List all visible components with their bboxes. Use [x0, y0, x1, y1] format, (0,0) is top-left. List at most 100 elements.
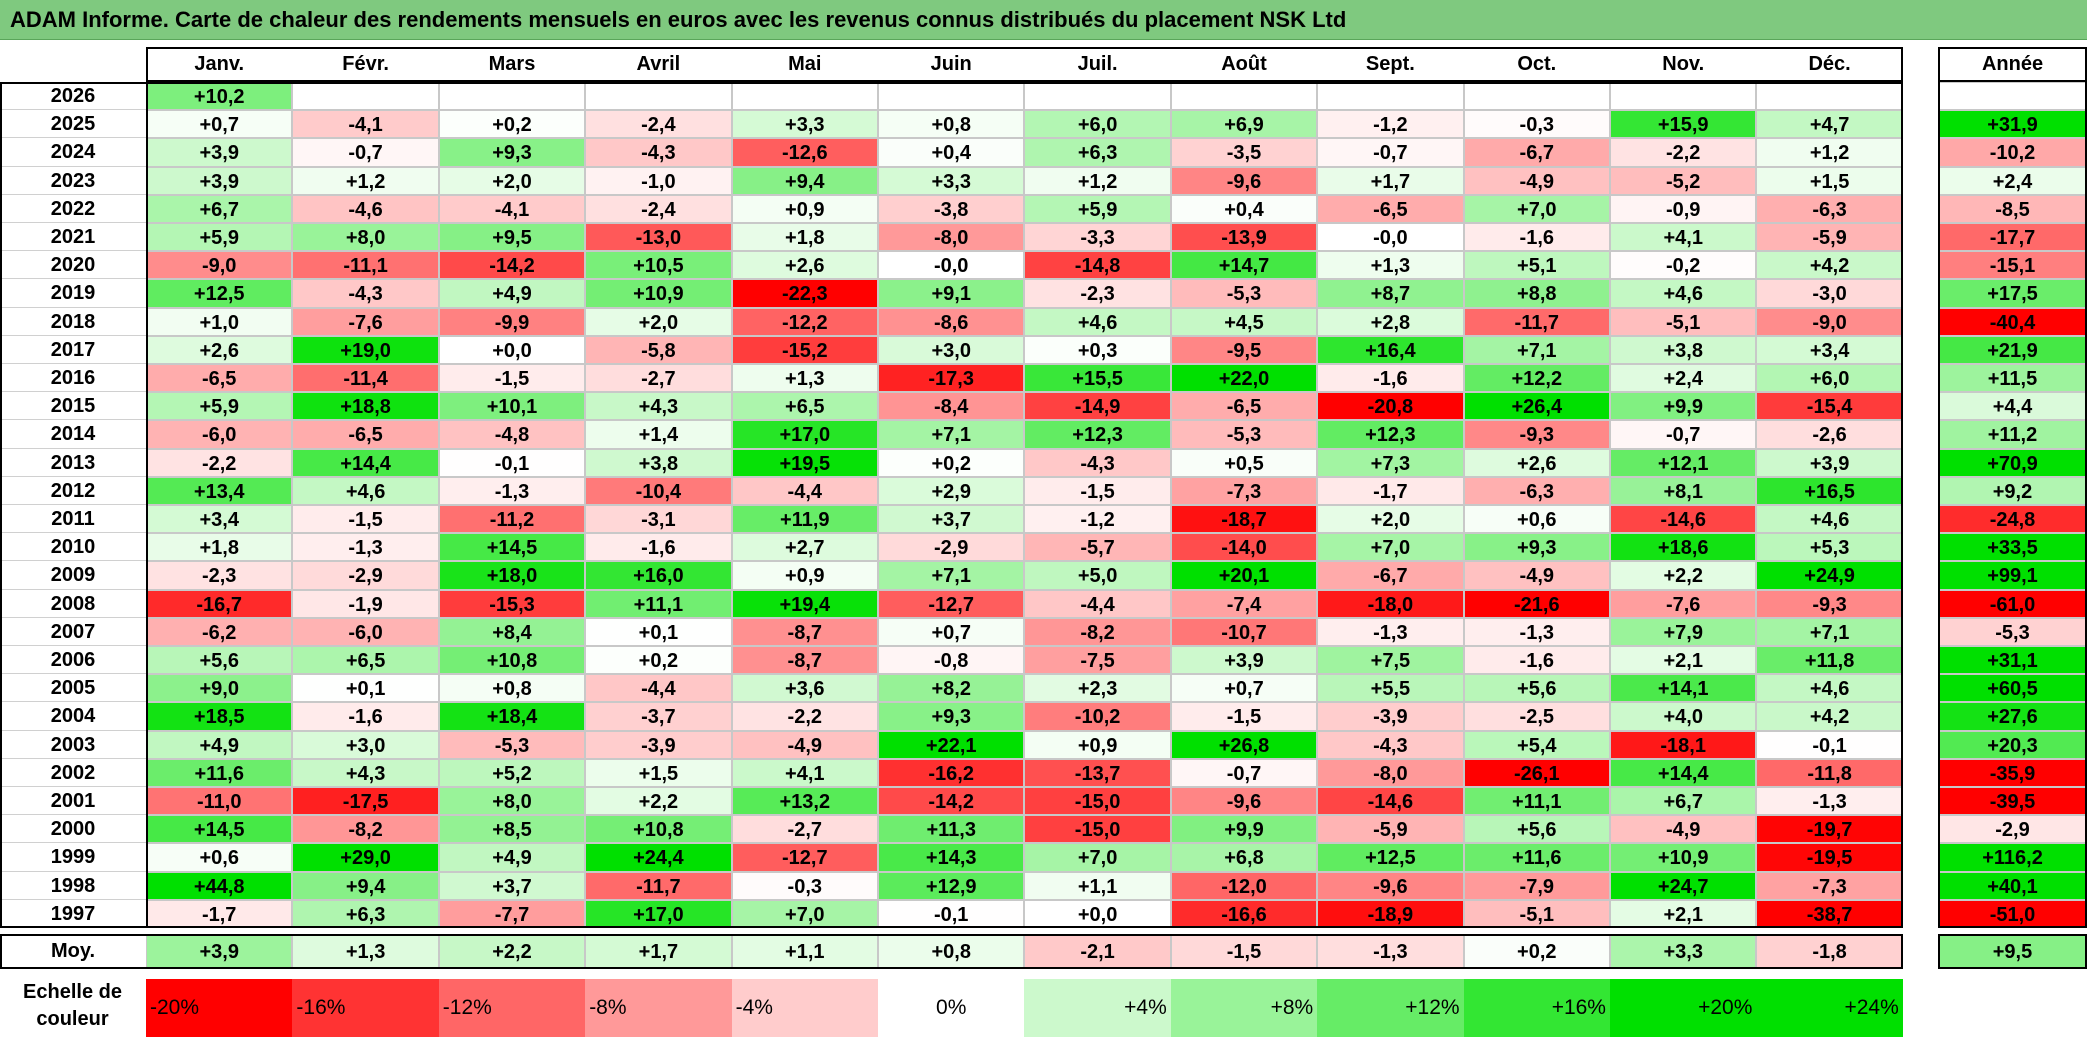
heatmap-cell: +9,9: [1170, 815, 1318, 844]
heatmap-cell: -13,0: [585, 223, 732, 252]
heatmap-cell: +3,7: [878, 505, 1025, 534]
heatmap-cell: +4,2: [1756, 702, 1903, 731]
heatmap-cell: -8,6: [878, 307, 1025, 336]
average-cell: -1,5: [1170, 934, 1318, 969]
heatmap-cell: -2,9: [292, 561, 439, 590]
heatmap-cell: -5,1: [1463, 899, 1610, 928]
heatmap-cell: [438, 82, 586, 111]
heatmap-cell: +2,6: [731, 251, 878, 280]
heatmap-cell: -19,5: [1756, 843, 1903, 872]
color-scale-swatch: +20%: [1610, 979, 1757, 1037]
annual-cell: +11,5: [1938, 364, 2087, 393]
row-year-label: 2001: [0, 787, 146, 816]
heatmap-cell: +8,7: [1317, 279, 1464, 308]
heatmap-cell: +4,3: [585, 392, 732, 421]
heatmap-cell: +0,7: [146, 110, 293, 139]
heatmap-cell: -8,7: [731, 617, 878, 646]
row-year-label: 2025: [0, 110, 146, 139]
heatmap-cell: -6,7: [1463, 138, 1610, 167]
heatmap-cell: +0,1: [292, 674, 439, 703]
heatmap-cell: +0,3: [1024, 335, 1171, 364]
heatmap-cell: +7,5: [1317, 646, 1464, 675]
heatmap-cell: +1,2: [1756, 138, 1903, 167]
heatmap-cell: +3,8: [1610, 335, 1757, 364]
heatmap-cell: +4,3: [292, 758, 439, 787]
heatmap-cell: -4,1: [292, 110, 439, 139]
heatmap-cell: +8,2: [878, 674, 1025, 703]
heatmap-cell: -10,4: [585, 476, 732, 505]
heatmap-cell: +2,4: [1610, 364, 1757, 393]
color-scale-swatch: +24%: [1756, 979, 1903, 1037]
heatmap-cell: -2,4: [585, 194, 732, 223]
heatmap-cell: -2,2: [1610, 138, 1757, 167]
annual-cell: +21,9: [1938, 335, 2087, 364]
heatmap-cell: +9,3: [878, 702, 1025, 731]
heatmap-cell: -1,9: [292, 589, 439, 618]
average-cell: +3,9: [146, 934, 293, 969]
heatmap-cell: -15,2: [731, 335, 878, 364]
row-year-label: 2021: [0, 223, 146, 252]
heatmap-cell: +14,7: [1170, 251, 1318, 280]
heatmap-cell: +10,5: [585, 251, 732, 280]
heatmap-cell: -6,7: [1317, 561, 1464, 590]
annual-cell: +2,4: [1938, 166, 2087, 195]
heatmap-cell: -7,5: [1024, 646, 1171, 675]
heatmap-cell: +5,1: [1463, 251, 1610, 280]
heatmap-cell: -0,7: [1170, 758, 1318, 787]
heatmap-cell: +6,3: [1024, 138, 1171, 167]
heatmap-cell: -1,6: [1463, 646, 1610, 675]
heatmap-cell: -2,5: [1463, 702, 1610, 731]
row-year-label: 2026: [0, 82, 146, 111]
heatmap-cell: +2,2: [585, 787, 732, 816]
heatmap-cell: +3,0: [878, 335, 1025, 364]
heatmap-cell: -1,3: [292, 533, 439, 562]
heatmap-cell: +1,5: [585, 758, 732, 787]
heatmap-cell: +1,1: [1024, 871, 1171, 900]
heatmap-cell: +1,2: [292, 166, 439, 195]
heatmap-cell: -7,9: [1463, 871, 1610, 900]
row-year-label: 2007: [0, 617, 146, 646]
heatmap-cell: +0,4: [1170, 194, 1318, 223]
month-header: Mars: [438, 47, 586, 82]
heatmap-cell: -2,7: [585, 364, 732, 393]
scale-label: Echelle de couleur: [23, 981, 122, 1030]
heatmap-cell: +24,4: [585, 843, 732, 872]
color-scale-swatch: +8%: [1170, 979, 1318, 1037]
heatmap-cell: -7,6: [1610, 589, 1757, 618]
month-header: Sept.: [1317, 47, 1464, 82]
average-cell: +3,3: [1610, 934, 1757, 969]
heatmap-cell: +3,6: [731, 674, 878, 703]
heatmap-cell: +6,0: [1756, 364, 1903, 393]
heatmap-cell: [1170, 82, 1318, 111]
heatmap-cell: +26,8: [1170, 730, 1318, 759]
heatmap-cell: +9,4: [731, 166, 878, 195]
row-year-label: 1997: [0, 899, 146, 928]
annual-cell: +17,5: [1938, 279, 2087, 308]
heatmap-cell: +4,6: [292, 476, 439, 505]
heatmap-cell: -9,3: [1463, 420, 1610, 449]
heatmap-cell: -9,6: [1170, 166, 1318, 195]
heatmap-cell: +2,1: [1610, 899, 1757, 928]
color-scale-swatch: 0%: [878, 979, 1025, 1037]
heatmap-cell: -10,2: [1024, 702, 1171, 731]
row-year-label: 2011: [0, 505, 146, 534]
heatmap-cell: -8,4: [878, 392, 1025, 421]
average-cell: +0,2: [1463, 934, 1610, 969]
heatmap-cell: -1,3: [1317, 617, 1464, 646]
heatmap-cell: -38,7: [1756, 899, 1903, 928]
month-header: Avril: [585, 47, 732, 82]
average-cell: -1,3: [1317, 934, 1464, 969]
heatmap-cell: +2,8: [1317, 307, 1464, 336]
heatmap-cell: -11,2: [438, 505, 586, 534]
heatmap-cell: +6,5: [731, 392, 878, 421]
annual-cell: -15,1: [1938, 251, 2087, 280]
average-annual-cell: +9,5: [1938, 934, 2087, 969]
heatmap-cell: [585, 82, 732, 111]
heatmap-cell: +7,1: [878, 561, 1025, 590]
annual-cell: +40,1: [1938, 871, 2087, 900]
heatmap-cell: -2,3: [1024, 279, 1171, 308]
heatmap-cell: +0,6: [1463, 505, 1610, 534]
row-year-label: 2018: [0, 307, 146, 336]
heatmap-cell: +1,3: [731, 364, 878, 393]
heatmap-cell: +3,4: [146, 505, 293, 534]
